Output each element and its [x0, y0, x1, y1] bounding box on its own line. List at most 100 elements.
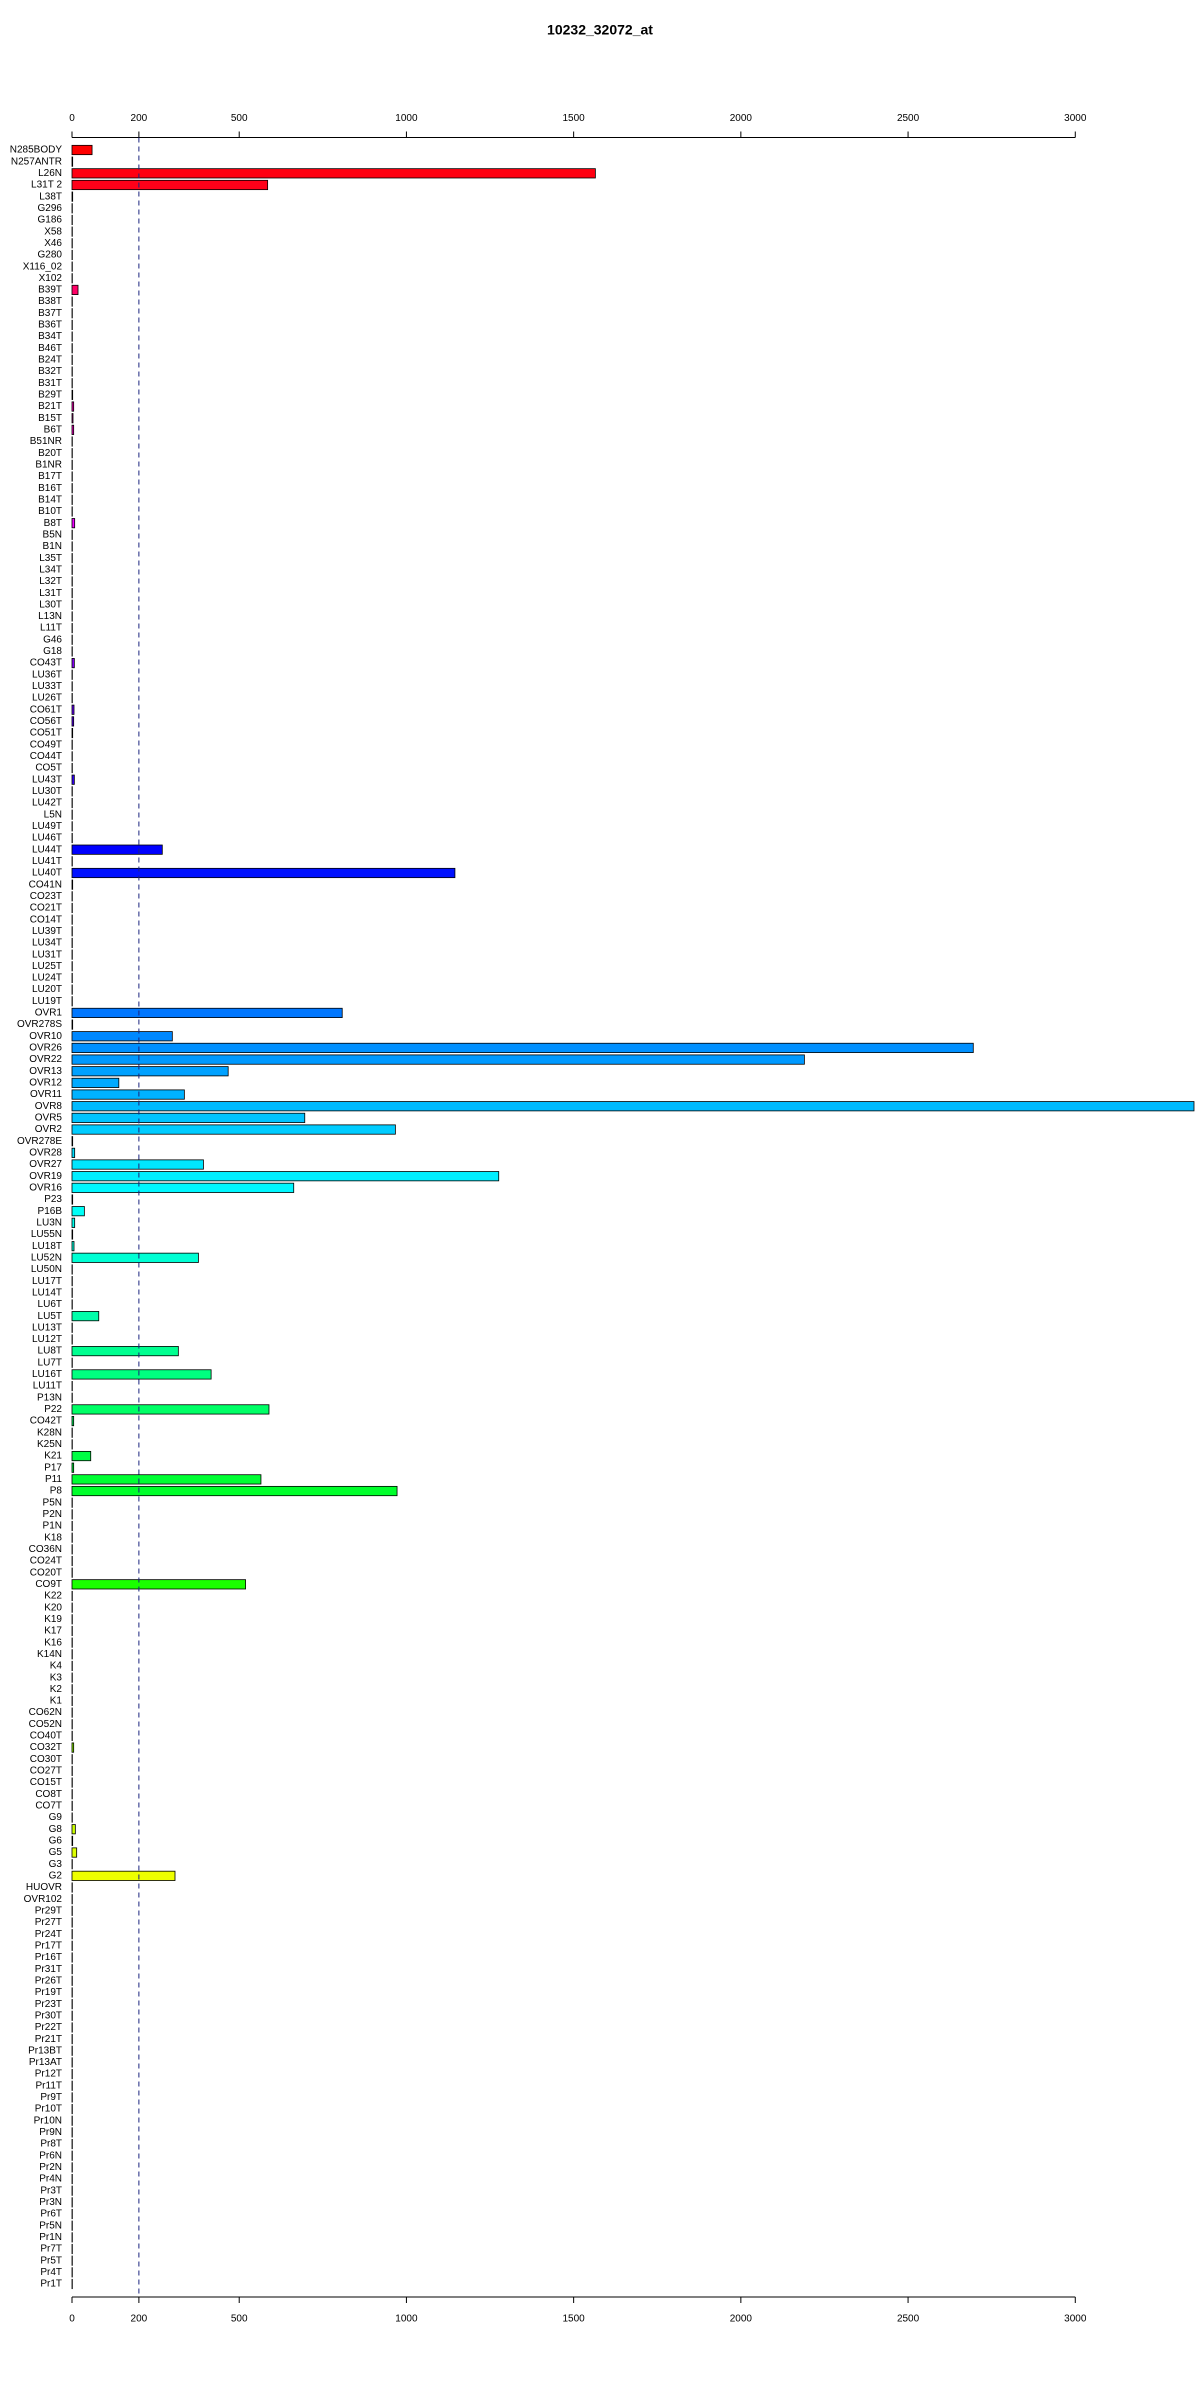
y-tick-label: CO30T	[30, 1754, 62, 1765]
y-tick-label: B20T	[38, 448, 62, 459]
y-tick-label: OVR278E	[17, 1136, 62, 1147]
bar	[71, 179, 269, 191]
y-tick-label: B31T	[38, 378, 62, 389]
y-tick-label: L31T	[39, 588, 62, 599]
y-tick-label: LU19T	[32, 996, 62, 1007]
y-tick-label: B46T	[38, 343, 62, 354]
y-tick-label: Pr22T	[35, 2022, 62, 2033]
x-tick-label: 200	[131, 113, 148, 124]
y-tick-label: G9	[49, 1812, 63, 1823]
bar	[71, 424, 75, 435]
bar	[71, 1870, 176, 1881]
bar	[71, 1416, 75, 1427]
y-tick-label: X58	[44, 226, 62, 237]
bar	[71, 284, 79, 295]
bar	[71, 1835, 74, 1846]
y-tick-label: OVR28	[29, 1148, 62, 1159]
y-tick-label: CO40T	[30, 1731, 62, 1742]
y-tick-label: LU8T	[38, 1346, 62, 1357]
bar	[71, 1066, 229, 1077]
x-tick-label: 3000	[1064, 113, 1087, 124]
y-tick-label: K17	[44, 1626, 62, 1637]
y-tick-label: P13N	[37, 1392, 62, 1403]
y-tick-label: K14N	[37, 1649, 62, 1660]
y-tick-label: OVR278S	[17, 1019, 62, 1030]
bar	[71, 1450, 92, 1462]
y-tick-label: B8T	[44, 518, 62, 529]
y-tick-label: K18	[44, 1532, 62, 1543]
y-tick-label: B34T	[38, 331, 62, 342]
y-tick-label: G3	[49, 1859, 63, 1870]
y-tick-label: LU26T	[32, 693, 62, 704]
bar	[71, 658, 75, 669]
y-tick-label: CO23T	[30, 891, 62, 902]
y-tick-label: K1	[50, 1696, 63, 1707]
y-tick-label: LU12T	[32, 1334, 62, 1345]
y-tick-label: P11	[45, 1474, 62, 1485]
y-tick-label: Pr9T	[40, 2092, 62, 2103]
x-tick-label: 2500	[897, 113, 920, 124]
bar	[71, 1742, 75, 1753]
y-tick-label: OVR22	[29, 1054, 62, 1065]
y-tick-label: L35T	[39, 553, 62, 564]
bar	[71, 191, 74, 202]
bar	[71, 1019, 74, 1030]
y-tick-label: Pr4T	[40, 2267, 62, 2278]
x-tick-label: 500	[231, 113, 248, 124]
x-tick-label: 1000	[395, 2314, 418, 2325]
bar	[71, 518, 76, 529]
y-tick-label: CO5T	[35, 763, 62, 774]
x-tick-label: 2500	[897, 2314, 920, 2325]
y-tick-label: B32T	[38, 366, 62, 377]
bar	[71, 1847, 78, 1858]
y-tick-label: Pr5N	[39, 2220, 62, 2231]
bar	[71, 1485, 398, 1497]
y-tick-label: K3	[50, 1672, 63, 1683]
y-tick-label: Pr21T	[35, 2034, 62, 2045]
bar	[71, 1241, 75, 1252]
y-tick-label: LU40T	[32, 868, 62, 879]
y-tick-label: B21T	[38, 401, 62, 412]
y-tick-label: CO27T	[30, 1766, 62, 1777]
y-tick-label: G18	[43, 646, 62, 657]
y-tick-label: CO8T	[35, 1789, 62, 1800]
bar	[71, 1474, 262, 1485]
y-tick-label: Pr2N	[39, 2162, 62, 2173]
y-tick-label: LU39T	[32, 926, 62, 937]
bar	[71, 144, 93, 156]
y-tick-label: B51NR	[30, 436, 62, 447]
y-tick-label: K19	[44, 1614, 62, 1625]
y-tick-label: G6	[49, 1836, 63, 1847]
y-tick-label: B10T	[38, 506, 62, 517]
bar	[71, 1101, 1195, 1112]
y-tick-label: L13N	[38, 611, 62, 622]
y-tick-label: LU20T	[32, 984, 62, 995]
y-tick-label: CO61T	[30, 704, 62, 715]
y-tick-label: K25N	[37, 1439, 62, 1450]
y-tick-label: P5N	[43, 1497, 62, 1508]
y-tick-label: Pr8T	[40, 2139, 62, 2150]
y-tick-label: LU7T	[38, 1357, 62, 1368]
y-tick-label: LU24T	[32, 973, 62, 984]
bar	[71, 1462, 75, 1473]
bar	[71, 1007, 343, 1018]
y-tick-label: LU3N	[36, 1217, 62, 1228]
bar	[71, 1182, 295, 1193]
bar	[71, 1159, 204, 1170]
y-tick-label: L31T 2	[31, 180, 62, 191]
y-tick-label: B17T	[38, 471, 62, 482]
bar	[71, 1206, 85, 1217]
y-tick-label: Pr11T	[36, 2080, 63, 2091]
y-tick-label: Pr13BT	[28, 2045, 62, 2056]
x-tick-label: 2000	[730, 113, 753, 124]
y-tick-label: B39T	[38, 285, 62, 296]
y-tick-label: LU14T	[32, 1287, 62, 1298]
y-tick-label: LU44T	[32, 844, 62, 855]
y-tick-label: LU46T	[32, 833, 62, 844]
x-tick-label: 1500	[563, 113, 586, 124]
y-tick-label: L11T	[40, 623, 62, 634]
y-tick-label: OVR10	[29, 1031, 62, 1042]
y-tick-label: LU5T	[38, 1311, 62, 1322]
bar	[71, 1171, 500, 1182]
y-tick-label: LU30T	[32, 786, 62, 797]
